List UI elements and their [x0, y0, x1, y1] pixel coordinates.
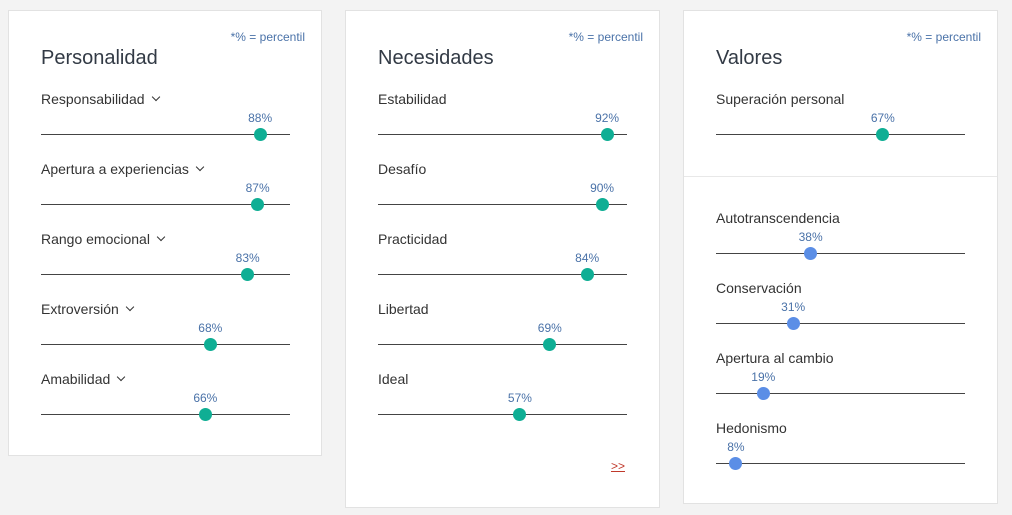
value-track [716, 323, 965, 324]
trait-label: Amabilidad [41, 371, 111, 387]
need-percent: 84% [575, 251, 600, 265]
need-track [378, 274, 627, 275]
trait-track [41, 204, 290, 205]
valores-card: *% = percentil Valores Superación person… [683, 10, 998, 504]
value-marker [786, 317, 800, 330]
value-percent: 19% [751, 370, 776, 384]
value-label: Hedonismo [716, 420, 787, 436]
need-track [378, 204, 627, 205]
trait-toggle[interactable]: Apertura a experiencias [41, 161, 205, 177]
percentile-note: *% = percentil [906, 30, 981, 44]
need-marker [600, 128, 614, 141]
value-track [716, 253, 965, 254]
necesidades-card: *% = percentil Necesidades Estabilidad 9… [345, 10, 660, 508]
trait-marker [198, 408, 212, 421]
trait-track [41, 344, 290, 345]
need-label: Estabilidad [378, 91, 447, 107]
trait-percent: 87% [245, 181, 270, 195]
trait-marker [241, 268, 255, 281]
value-marker [876, 128, 890, 141]
chevron-down-icon [151, 92, 160, 102]
value-hedonismo: Hedonismo 8% [716, 420, 965, 480]
value-track [716, 134, 965, 135]
need-marker [595, 198, 609, 211]
value-label: Conservación [716, 280, 802, 296]
need-desafio: Desafío 90% [378, 161, 627, 221]
personalidad-card: *% = percentil Personalidad Responsabili… [8, 10, 322, 456]
value-label: Autotranscendencia [716, 210, 840, 226]
trait-track [41, 134, 290, 135]
trait-percent: 68% [198, 321, 223, 335]
trait-label: Extroversión [41, 301, 119, 317]
need-label: Desafío [378, 161, 427, 177]
trait-toggle[interactable]: Amabilidad [41, 371, 126, 387]
trait-apertura-experiencias: Apertura a experiencias 87% [41, 161, 290, 221]
value-marker [729, 457, 743, 470]
value-track [716, 393, 965, 394]
section-divider [684, 176, 997, 177]
trait-track [41, 274, 290, 275]
percentile-note: *% = percentil [230, 30, 305, 44]
need-percent: 57% [507, 391, 532, 405]
value-track [716, 463, 965, 464]
need-label: Libertad [378, 301, 429, 317]
trait-toggle[interactable]: Responsabilidad [41, 91, 160, 107]
chevron-down-icon [117, 372, 126, 382]
trait-percent: 83% [235, 251, 260, 265]
trait-extroversion: Extroversión 68% [41, 301, 290, 361]
trait-toggle[interactable]: Rango emocional [41, 231, 166, 247]
trait-marker [203, 338, 217, 351]
value-percent: 38% [798, 230, 823, 244]
card-title: Personalidad [41, 47, 158, 69]
value-conservacion: Conservación 31% [716, 280, 965, 340]
value-percent: 31% [781, 300, 806, 314]
trait-marker [253, 128, 267, 141]
trait-label: Rango emocional [41, 231, 150, 247]
need-track [378, 344, 627, 345]
trait-label: Responsabilidad [41, 91, 145, 107]
chevron-down-icon [125, 302, 135, 312]
trait-percent: 88% [248, 111, 273, 125]
need-percent: 69% [537, 321, 562, 335]
trait-label: Apertura a experiencias [41, 161, 189, 177]
need-libertad: Libertad 69% [378, 301, 627, 361]
value-superacion-personal: Superación personal 67% [716, 91, 965, 151]
card-title: Necesidades [378, 47, 494, 69]
more-needs-link[interactable]: >> [610, 459, 625, 473]
percentile-note: *% = percentil [568, 30, 643, 44]
value-percent: 8% [727, 440, 745, 454]
trait-track [41, 414, 290, 415]
value-percent: 67% [870, 111, 895, 125]
trait-rango-emocional: Rango emocional 83% [41, 231, 290, 291]
chevron-down-icon [195, 162, 205, 172]
trait-marker [251, 198, 265, 211]
value-apertura-cambio: Apertura al cambio 19% [716, 350, 965, 410]
need-practicidad: Practicidad 84% [378, 231, 627, 291]
need-marker [543, 338, 557, 351]
value-marker [756, 387, 770, 400]
value-label: Superación personal [716, 91, 845, 107]
need-label: Ideal [378, 371, 409, 387]
need-marker [513, 408, 527, 421]
trait-toggle[interactable]: Extroversión [41, 301, 135, 317]
trait-amabilidad: Amabilidad 66% [41, 371, 290, 431]
need-percent: 92% [595, 111, 620, 125]
trait-percent: 66% [193, 391, 218, 405]
trait-responsabilidad: Responsabilidad 88% [41, 91, 290, 151]
need-track [378, 134, 627, 135]
need-estabilidad: Estabilidad 92% [378, 91, 627, 151]
card-title: Valores [716, 47, 783, 69]
value-autotranscendencia: Autotranscendencia 38% [716, 210, 965, 270]
value-marker [804, 247, 818, 260]
need-marker [580, 268, 594, 281]
need-ideal: Ideal 57% [378, 371, 627, 431]
need-track [378, 414, 627, 415]
need-label: Practicidad [378, 231, 448, 247]
value-label: Apertura al cambio [716, 350, 834, 366]
chevron-down-icon [156, 232, 166, 242]
need-percent: 90% [590, 181, 615, 195]
